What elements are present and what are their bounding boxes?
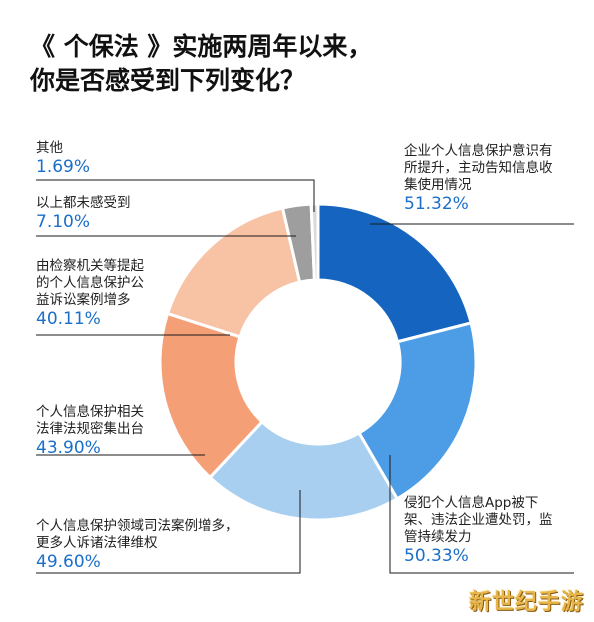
label-text: 其他 [36,140,63,156]
label-none-felt: 以上都未感受到 7.10% [36,195,131,233]
label-text: 侵犯个人信息App被下 架、违法企业遭处罚，监 管持续发力 [404,495,553,545]
donut-slice-3 [158,311,265,480]
label-enterprise-awareness: 企业个人信息保护意识有 所提升，主动告知信息收 集使用情况 51.32% [404,143,553,215]
label-value: 51.32% [404,194,469,214]
chart-title: 《 个保法 》实施两周年以来， 你是否感受到下列变化？ [30,30,570,98]
watermark: 新世纪手游 [468,590,584,615]
label-value: 50.33% [404,546,469,566]
label-value: 40.11% [36,309,101,329]
donut-slice-1 [357,321,478,501]
label-value: 7.10% [36,212,91,232]
leader-line-6 [36,179,315,212]
label-text: 以上都未感受到 [36,195,131,211]
donut-slice-0 [316,202,473,344]
leader-line-2 [36,490,301,574]
title-line-1: 《 个保法 》实施两周年以来， [30,32,373,61]
label-other: 其他 1.69% [36,140,90,178]
label-text: 个人信息保护领域司法案例增多， 更多人诉诸法律维权 [36,518,239,551]
label-text: 企业个人信息保护意识有 所提升，主动告知信息收 集使用情况 [404,143,553,193]
label-app-regulation: 侵犯个人信息App被下 架、违法企业遭处罚，监 管持续发力 50.33% [404,495,553,567]
donut-slice-4 [165,206,302,339]
label-text: 由检察机关等提起 的个人信息保护公 益诉讼案例增多 [36,258,144,308]
label-value: 1.69% [36,157,91,177]
label-value: 49.60% [36,552,101,572]
label-judicial-cases: 个人信息保护领域司法案例增多， 更多人诉诸法律维权 49.60% [36,518,239,573]
title-line-2: 你是否感受到下列变化？ [30,66,306,95]
donut-slice-2 [207,419,400,522]
label-public-interest: 由检察机关等提起 的个人信息保护公 益诉讼案例增多 40.11% [36,258,144,330]
label-value: 43.90% [36,438,101,458]
label-laws-issued: 个人信息保护相关 法律法规密集出台 43.90% [36,404,144,459]
donut-slice-6 [309,202,320,282]
leader-line-1 [389,455,574,574]
label-text: 个人信息保护相关 法律法规密集出台 [36,404,144,437]
